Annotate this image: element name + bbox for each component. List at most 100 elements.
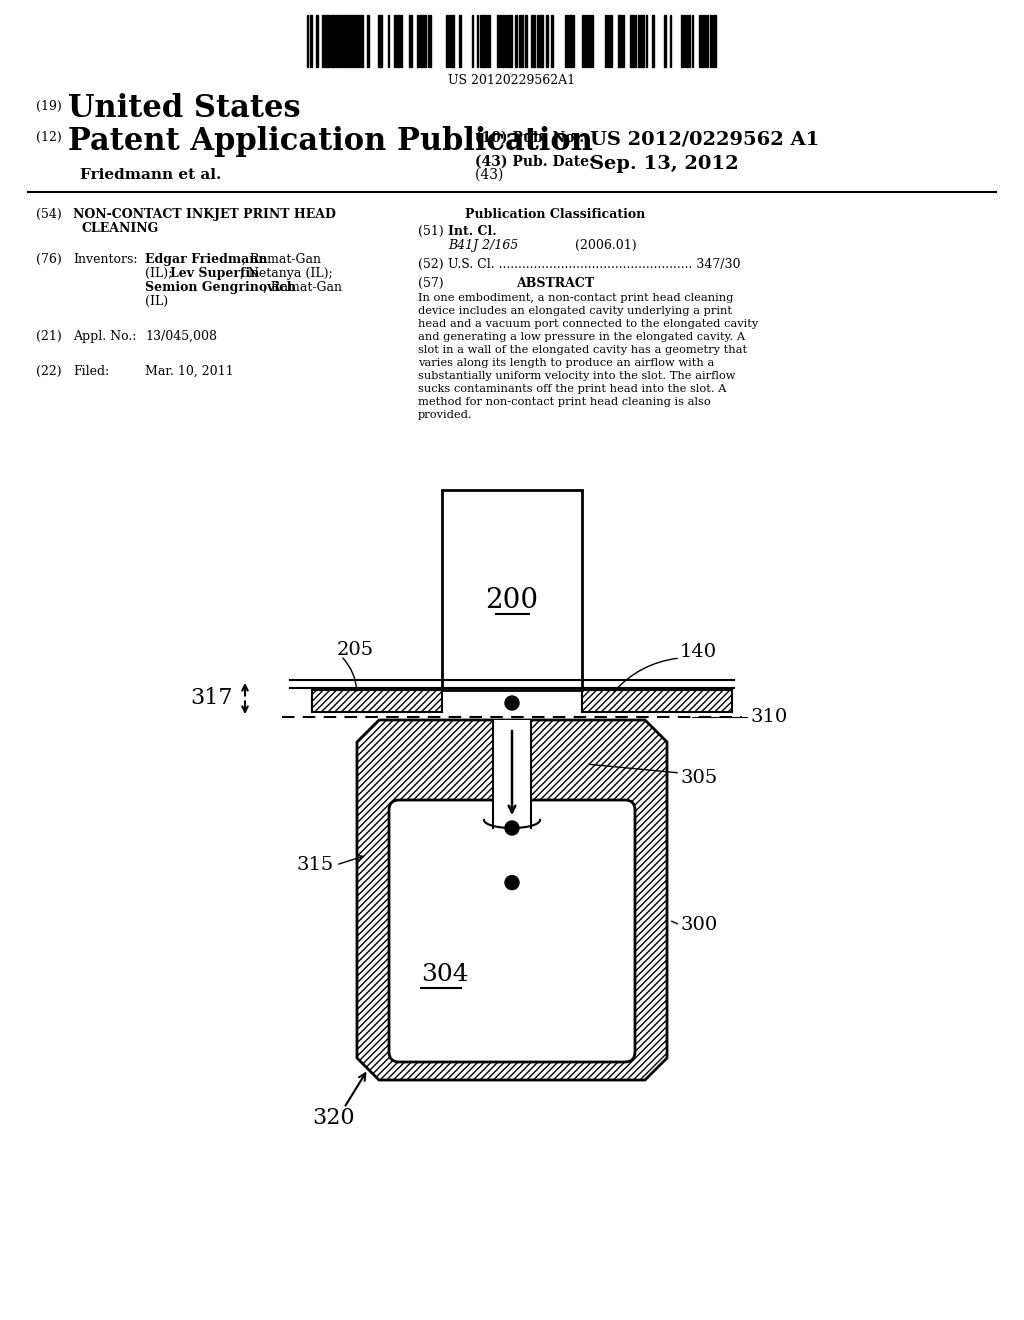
Text: Edgar Friedmann: Edgar Friedmann [145,253,267,267]
Bar [367,15,369,67]
Text: B41J 2/165: B41J 2/165 [449,239,518,252]
Text: Appl. No.:: Appl. No.: [73,330,136,343]
Text: 200: 200 [485,586,539,614]
Bar [582,15,584,67]
Bar [459,15,461,67]
Text: sucks contaminants off the print head into the slot. A: sucks contaminants off the print head in… [418,384,726,393]
Bar [352,15,354,67]
Text: (21): (21) [36,330,61,343]
Text: (51): (51) [418,224,443,238]
Bar [336,15,339,67]
Circle shape [505,875,519,890]
Bar [582,690,732,711]
Bar [518,15,520,67]
Bar [476,15,478,67]
Bar [378,15,382,67]
Bar [610,15,612,67]
Polygon shape [484,719,540,825]
Text: and generating a low pressure in the elongated cavity. A: and generating a low pressure in the elo… [418,333,745,342]
Text: (19): (19) [36,100,61,114]
Bar [446,15,447,67]
Text: 317: 317 [190,688,233,710]
Text: In one embodiment, a non-contact print head cleaning: In one embodiment, a non-contact print h… [418,293,733,304]
Circle shape [505,696,519,710]
Bar [638,15,640,67]
Text: slot in a wall of the elongated cavity has a geometry that: slot in a wall of the elongated cavity h… [418,345,748,355]
Text: (10) Pub. No.:: (10) Pub. No.: [475,131,585,145]
Bar [396,15,398,67]
Text: Friedmann et al.: Friedmann et al. [80,168,221,182]
Text: (12): (12) [36,131,61,144]
Bar [331,15,335,67]
Bar [546,15,548,67]
Bar [630,15,634,67]
Bar [326,15,330,67]
Bar [497,15,499,67]
Text: 205: 205 [337,642,374,659]
Text: 13/045,008: 13/045,008 [145,330,217,343]
Bar [361,15,362,67]
Bar [322,15,325,67]
Text: Publication Classification: Publication Classification [465,209,645,220]
Text: CLEANING: CLEANING [82,222,160,235]
Bar [515,15,516,67]
Bar [309,15,311,67]
Text: U.S. Cl. .................................................. 347/30: U.S. Cl. ...............................… [449,257,740,271]
Text: Sep. 13, 2012: Sep. 13, 2012 [590,154,738,173]
Text: 315: 315 [297,855,334,874]
Text: (2006.01): (2006.01) [575,239,637,252]
Text: device includes an elongated cavity underlying a print: device includes an elongated cavity unde… [418,306,732,315]
Bar [531,15,535,67]
Bar [608,15,609,67]
Bar [312,690,442,711]
Text: Lev Superfin: Lev Superfin [170,267,259,280]
Text: (IL);: (IL); [145,267,176,280]
Bar [524,15,526,67]
Text: provided.: provided. [418,411,473,420]
Bar [686,15,688,67]
Bar [442,490,582,690]
Text: 304: 304 [421,964,469,986]
Bar [641,15,644,67]
Text: NON-CONTACT INKJET PRINT HEAD: NON-CONTACT INKJET PRINT HEAD [73,209,336,220]
Bar [409,15,412,67]
FancyBboxPatch shape [389,800,635,1063]
Circle shape [505,821,519,836]
Bar [347,15,349,67]
Bar [502,15,504,67]
Bar [424,15,426,67]
Bar [394,15,395,67]
Text: (43): (43) [475,168,508,182]
Text: , Ramat-Gan: , Ramat-Gan [263,281,342,294]
Text: 310: 310 [750,708,787,726]
Text: Semion Gengrinovich: Semion Gengrinovich [145,281,296,294]
Bar [451,15,454,67]
Text: US 20120229562A1: US 20120229562A1 [449,74,575,87]
Bar [714,15,716,67]
Bar [316,15,317,67]
Text: Patent Application Publication: Patent Application Publication [68,125,593,157]
Bar [355,15,357,67]
Text: method for non-contact print head cleaning is also: method for non-contact print head cleani… [418,397,711,407]
Bar [345,15,346,67]
Text: Inventors:: Inventors: [73,253,137,267]
Text: , Ramat-Gan: , Ramat-Gan [242,253,321,267]
Bar [400,15,402,67]
Text: , Netanya (IL);: , Netanya (IL); [240,267,333,280]
Text: head and a vacuum port connected to the elongated cavity: head and a vacuum port connected to the … [418,319,758,329]
Bar [537,15,539,67]
Text: (IL): (IL) [145,294,168,308]
Bar [585,15,587,67]
Bar [590,15,591,67]
Text: 305: 305 [680,770,717,787]
Bar [565,15,568,67]
Text: (52): (52) [418,257,443,271]
Bar [635,15,636,67]
Text: 320: 320 [312,1107,354,1129]
Text: US 2012/0229562 A1: US 2012/0229562 A1 [590,131,819,149]
Bar [651,15,653,67]
Text: substantially uniform velocity into the slot. The airflow: substantially uniform velocity into the … [418,371,735,381]
Bar [681,15,683,67]
Text: varies along its length to produce an airflow with a: varies along its length to produce an ai… [418,358,715,368]
Text: (76): (76) [36,253,61,267]
